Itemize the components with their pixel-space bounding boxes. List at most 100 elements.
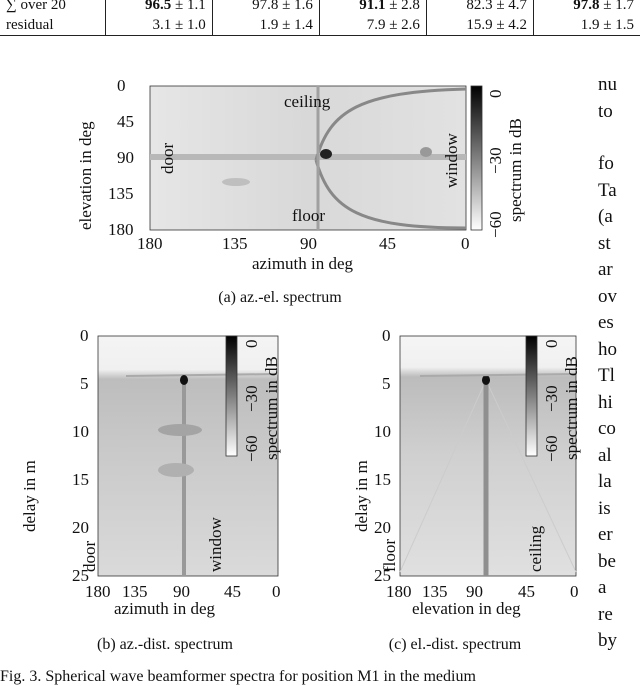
x-axis-label: azimuth in deg	[114, 599, 216, 618]
table-cell: 96.5 ± 1.1	[104, 0, 213, 15]
text-fragment: by	[598, 630, 617, 651]
text-fragment: ar	[598, 259, 613, 280]
colorbar-tick-label: −30	[242, 385, 261, 412]
figure-az-el: 0 45 90 135 180 180 135 90 45 0 azimuth …	[0, 70, 560, 315]
x-tick-label: 135	[222, 234, 248, 253]
x-tick-label: 0	[272, 582, 281, 601]
x-tick-label: 135	[422, 582, 448, 601]
figure-az-dist: 0 5 10 15 20 25 180 135 90 45 0 azimuth …	[0, 320, 330, 620]
table-cell: 1.9 ± 1.4	[211, 15, 320, 36]
annotation-ceiling: ceiling	[284, 92, 331, 111]
y-tick-label: 45	[117, 112, 134, 131]
x-tick-label: 180	[85, 582, 111, 601]
y-tick-label: 20	[72, 518, 89, 537]
y-tick-label: 25	[374, 566, 391, 585]
annotation-window: window	[442, 133, 461, 188]
caption-b: (b) az.-dist. spectrum	[97, 636, 233, 653]
text-fragment: ov	[598, 285, 617, 307]
colorbar-tick-label: −60	[242, 435, 261, 462]
colorbar-tick-label: −60	[542, 435, 561, 462]
x-tick-label: 45	[518, 582, 535, 601]
right-column-text: nu to fo Ta (a st ar ov es ho Tl hi co a…	[598, 72, 640, 655]
el-dist-spectrum-plot	[399, 335, 577, 577]
caption-a: (a) az.-el. spectrum	[218, 289, 342, 306]
table-row: ∑ over 20 96.5 ± 1.1 97.8 ± 1.6 91.1 ± 2…	[0, 0, 640, 15]
colorbar-tick-label: −60	[486, 211, 505, 238]
text-fragment	[598, 125, 640, 151]
annotation-door: door	[158, 142, 177, 174]
y-tick-label: 180	[108, 220, 134, 239]
x-tick-label: 45	[224, 582, 241, 601]
y-tick-label: 135	[108, 184, 134, 203]
y-tick-label: 20	[374, 518, 391, 537]
text-fragment: fo	[598, 153, 614, 174]
annotation-window: window	[206, 517, 225, 572]
text-fragment: a	[598, 577, 607, 598]
text-fragment: nu	[598, 74, 617, 95]
text-fragment: (a	[598, 206, 613, 227]
annotation-door: door	[80, 540, 99, 572]
colorbar-label: spectrum in dB	[506, 118, 525, 222]
colorbar-tick-label: 0	[242, 339, 261, 349]
x-tick-label: 90	[300, 234, 317, 253]
y-tick-label: 25	[72, 566, 89, 585]
x-tick-label: 45	[379, 234, 396, 253]
az-dist-spectrum-plot	[97, 335, 279, 577]
colorbar-tick-label: −30	[486, 147, 505, 174]
colorbar-label: spectrum in dB	[262, 356, 281, 460]
text-fragment: st	[598, 232, 611, 254]
y-tick-label: 15	[72, 470, 89, 489]
table-cell: 7.9 ± 2.6	[318, 15, 427, 36]
y-axis-label: delay in m	[20, 460, 39, 532]
y-tick-label: 90	[117, 148, 134, 167]
x-axis-label: azimuth in deg	[252, 254, 354, 273]
table-cell: 3.1 ± 1.0	[104, 15, 213, 36]
y-tick-label: 0	[117, 76, 126, 95]
text-fragment: is	[598, 497, 611, 519]
colorbar-label: spectrum in dB	[562, 356, 581, 460]
y-tick-label: 0	[80, 326, 89, 345]
text-fragment: be	[598, 550, 616, 572]
text-fragment: to	[598, 100, 613, 122]
annotation-ceiling: ceiling	[526, 525, 545, 572]
table-cell: 97.8 ± 1.6	[211, 0, 320, 15]
y-tick-label: 10	[72, 422, 89, 441]
table-cell: 91.1 ± 2.8	[318, 0, 427, 15]
x-tick-label: 180	[137, 234, 163, 253]
caption-c: (c) el.-dist. spectrum	[388, 636, 522, 653]
colorbar-tick-label: 0	[542, 339, 561, 349]
annotation-floor: floor	[292, 206, 326, 225]
x-tick-label: 0	[570, 582, 579, 601]
text-fragment: co	[598, 418, 616, 439]
y-tick-label: 5	[80, 374, 89, 393]
y-tick-label: 0	[382, 326, 391, 345]
text-fragment: er	[598, 524, 613, 545]
table-cell: 15.9 ± 4.2	[425, 15, 534, 36]
row-label: ∑ over 20	[0, 0, 106, 15]
x-tick-label: 0	[461, 234, 470, 253]
text-fragment: re	[598, 603, 613, 625]
colorbar-tick-label: −30	[542, 385, 561, 412]
text-fragment: al	[598, 444, 612, 466]
y-tick-label: 10	[374, 422, 391, 441]
table-cell: 82.3 ± 4.7	[425, 0, 534, 15]
text-fragment: Tl	[598, 365, 615, 386]
x-tick-label: 180	[386, 582, 412, 601]
az-el-spectrum-plot	[149, 85, 483, 231]
x-tick-label: 135	[122, 582, 148, 601]
text-fragment: la	[598, 471, 612, 492]
row-label: residual	[0, 15, 106, 36]
table-row: residual 3.1 ± 1.0 1.9 ± 1.4 7.9 ± 2.6 1…	[0, 15, 640, 36]
y-axis-label: delay in m	[352, 460, 371, 532]
results-table: ∑ over 20 96.5 ± 1.1 97.8 ± 1.6 91.1 ± 2…	[0, 0, 640, 36]
x-axis-label: elevation in deg	[412, 599, 521, 618]
text-fragment: es	[598, 312, 614, 333]
annotation-floor: floor	[380, 538, 399, 572]
x-tick-label: 90	[466, 582, 483, 601]
figure-caption: Fig. 3. Spherical wave beamformer spectr…	[0, 668, 476, 685]
table-cell: 1.9 ± 1.5	[533, 15, 640, 36]
table-cell: 97.8 ± 1.7	[533, 0, 640, 15]
figure-el-dist: 0 5 10 15 20 25 180 135 90 45 0 elevatio…	[300, 320, 620, 620]
y-tick-label: 5	[382, 374, 391, 393]
text-fragment: hi	[598, 391, 613, 413]
